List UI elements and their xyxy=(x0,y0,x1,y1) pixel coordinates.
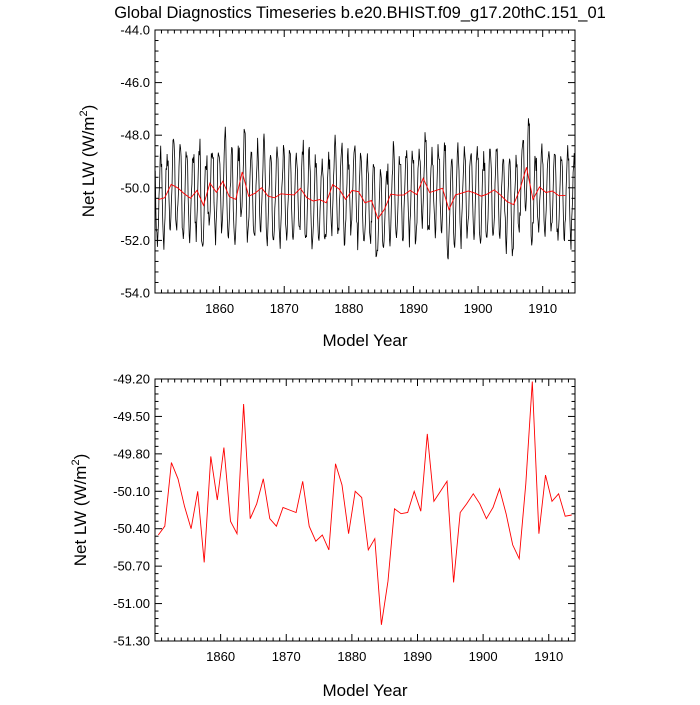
y-tick-label: -49.20 xyxy=(113,372,150,387)
top-y-axis-label-end: ) xyxy=(79,105,98,111)
y-tick-label: -49.80 xyxy=(113,446,150,461)
y-tick-label: -44.0 xyxy=(120,23,150,38)
y-tick-label: -50.40 xyxy=(113,521,150,536)
bottom-x-axis-label: Model Year xyxy=(322,681,407,700)
y-tick-label: -46.0 xyxy=(120,75,150,90)
y-tick-label: -52.0 xyxy=(120,233,150,248)
top-y-axis-label: Net LW (W/m2) xyxy=(78,105,98,218)
bottom-plot-frame xyxy=(155,379,575,641)
x-tick-label: 1900 xyxy=(469,649,498,664)
x-tick-label: 1870 xyxy=(272,649,301,664)
top-panel: 1860 1870 1880 1890 1900 1910 -54.0 -52.0 -50.0… xyxy=(78,23,575,351)
top-y-axis-label-text: Net LW (W/m xyxy=(79,117,98,218)
bottom-y-axis-ticks: -51.30 -51.00 -50.70 -50.40 -50.10 -49.80 -49.… xyxy=(113,372,575,649)
x-tick-label: 1880 xyxy=(337,649,366,664)
bottom-y-axis-label-end: ) xyxy=(71,454,90,460)
y-tick-label: -48.0 xyxy=(120,128,150,143)
top-x-axis-ticks: 1860 1870 1880 1890 1900 1910 xyxy=(155,30,575,316)
x-tick-label: 1910 xyxy=(528,301,557,316)
x-tick-label: 1870 xyxy=(270,301,299,316)
x-tick-label: 1860 xyxy=(205,301,234,316)
figure-title: Global Diagnostics Timeseries b.e20.BHIS… xyxy=(114,4,606,22)
x-tick-label: 1890 xyxy=(399,301,428,316)
y-tick-label: -50.0 xyxy=(120,180,150,195)
y-tick-label: -51.00 xyxy=(113,596,150,611)
x-tick-label: 1880 xyxy=(334,301,363,316)
x-tick-label: 1890 xyxy=(403,649,432,664)
bottom-y-axis-label: Net LW (W/m2) xyxy=(70,454,90,567)
y-tick-label: -51.30 xyxy=(113,634,150,649)
bottom-annual-series-line xyxy=(158,382,571,625)
x-tick-label: 1860 xyxy=(206,649,235,664)
y-tick-label: -49.50 xyxy=(113,409,150,424)
x-tick-label: 1910 xyxy=(534,649,563,664)
y-tick-label: -50.70 xyxy=(113,559,150,574)
bottom-panel: 1860 1870 1880 1890 1900 1910 -51.30 -51.00 -50… xyxy=(70,372,575,701)
y-tick-label: -50.10 xyxy=(113,484,150,499)
x-tick-label: 1900 xyxy=(464,301,493,316)
bottom-annual-series-line-group xyxy=(158,381,571,624)
y-tick-label: -54.0 xyxy=(120,286,150,301)
bottom-y-axis-label-text: Net LW (W/m xyxy=(71,466,90,567)
top-x-axis-label: Model Year xyxy=(322,331,407,350)
